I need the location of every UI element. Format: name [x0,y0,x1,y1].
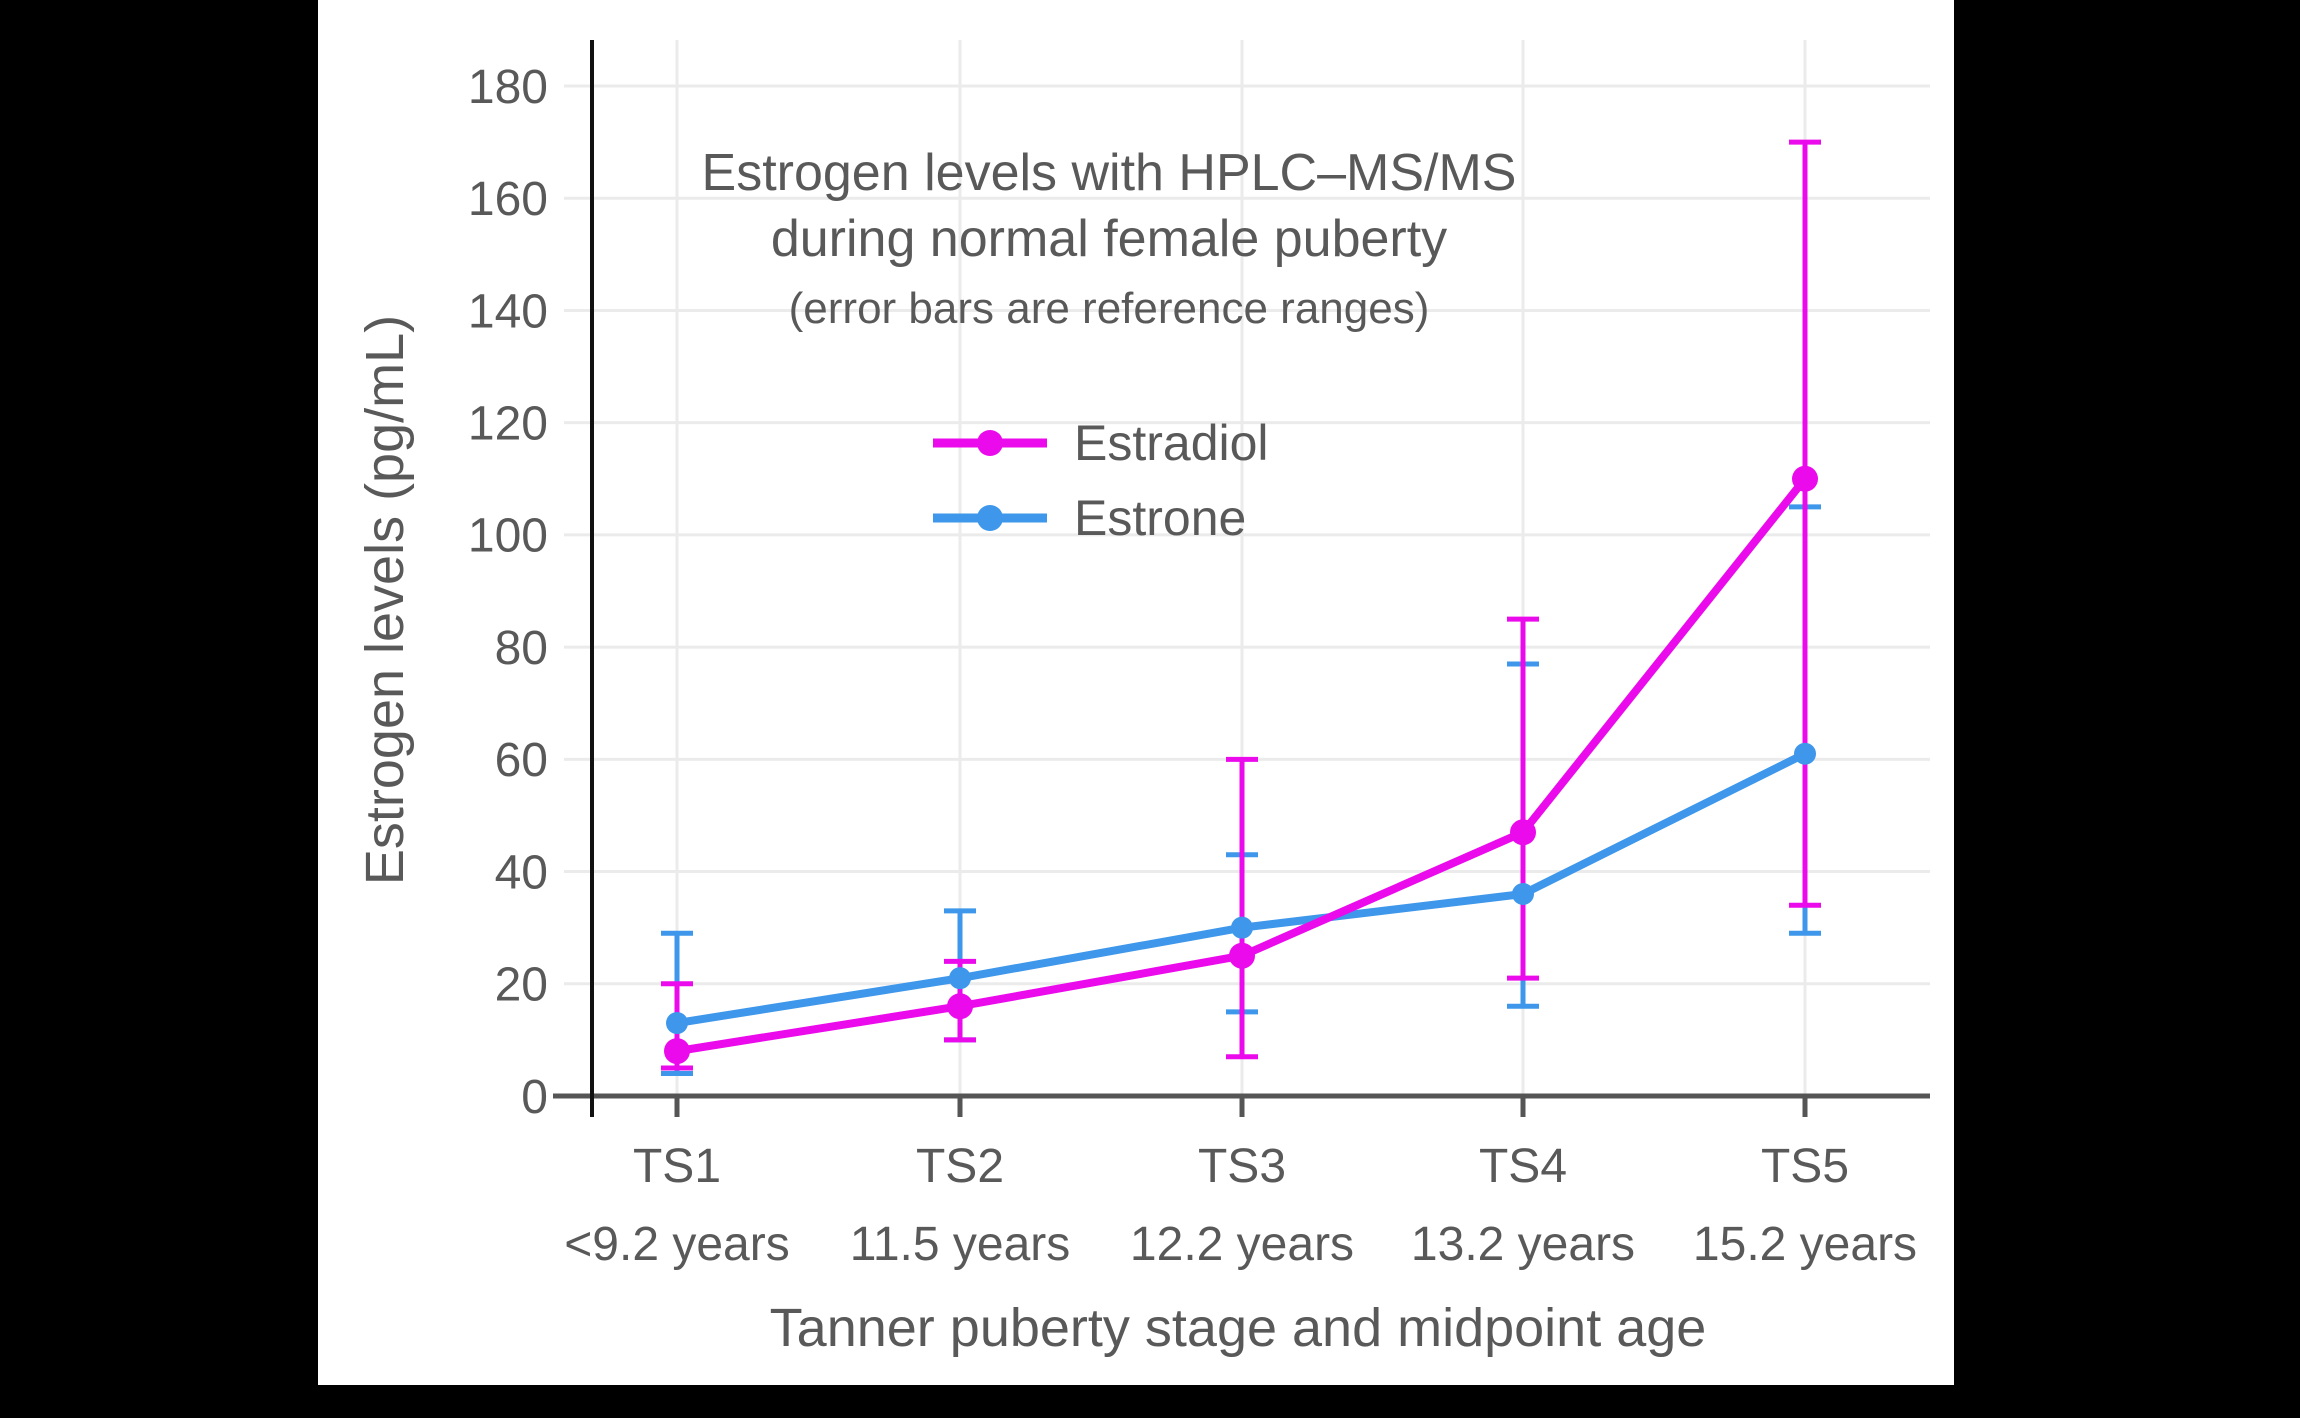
x-category-label: TS5 [1761,1140,1849,1193]
x-age-label: 15.2 years [1693,1218,1917,1271]
y-tick-label: 120 [468,397,548,450]
chart-title: Estrogen levels with HPLC–MS/MS during n… [702,140,1517,272]
x-age-label: 12.2 years [1130,1218,1354,1271]
estradiol-point [947,993,973,1020]
estrone-point [1512,883,1534,906]
y-tick-label: 100 [468,510,548,563]
x-age-label: <9.2 years [564,1218,789,1271]
y-tick-label: 0 [521,1071,548,1124]
y-tick-label: 40 [495,846,548,899]
chart-canvas: 0 20 40 60 80 100 120 140 160 180 TS1 TS2 TS3 TS4 TS5 <… [318,0,1954,1385]
legend-label-estrone: Estrone [1074,489,1247,546]
y-tick-label: 80 [495,622,548,675]
x-category-label: TS4 [1479,1140,1567,1193]
estrone-legend-marker-icon [933,504,1047,531]
legend-label-estradiol: Estradiol [1074,414,1269,471]
y-tick-label: 20 [495,959,548,1012]
legend-item-estradiol: Estradiol [930,405,1269,480]
y-tick-label: 140 [468,285,548,338]
x-category-label: TS1 [633,1140,721,1193]
estrone-point [1794,742,1816,765]
y-tick-label: 60 [495,734,548,787]
estrone-point [666,1012,688,1035]
plot-area: 0 20 40 60 80 100 120 140 160 180 TS1 TS2 TS3 TS4 TS5 <… [468,40,1930,1271]
estradiol-point [1792,465,1818,492]
x-axis-title: Tanner puberty stage and midpoint age [769,1298,1707,1358]
y-tick-label: 180 [468,61,548,114]
estradiol-point [1229,942,1255,969]
chart-subtitle: (error bars are reference ranges) [788,284,1430,333]
y-axis-title: Estrogen levels (pg/mL) [355,314,415,886]
chart-title-line-2: during normal female puberty [770,210,1448,268]
legend: Estradiol Estrone [930,405,1269,555]
x-category-label: TS3 [1198,1140,1286,1193]
estrone-point [1231,916,1253,939]
x-age-label: 11.5 years [850,1218,1071,1271]
x-age-label: 13.2 years [1411,1218,1635,1271]
estrone-point [949,967,971,990]
legend-item-estrone: Estrone [930,480,1269,555]
estradiol-legend-marker-icon [933,429,1047,456]
estradiol-point [1510,819,1536,846]
estradiol-point [664,1038,690,1065]
y-tick-label: 160 [468,173,548,226]
x-category-label: TS2 [916,1140,1004,1193]
chart-title-line-1: Estrogen levels with HPLC–MS/MS [701,144,1517,202]
